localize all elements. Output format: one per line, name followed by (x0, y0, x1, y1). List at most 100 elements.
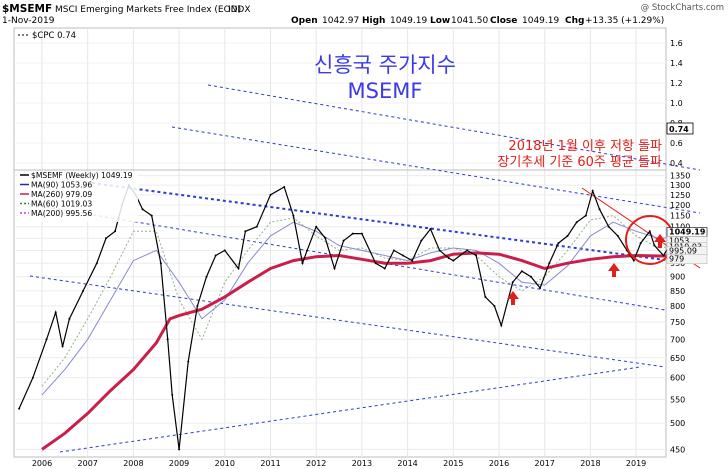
price-point (598, 208, 601, 211)
trend-channel-line (29, 275, 666, 368)
y-tick-label: 550 (670, 395, 685, 404)
price-point (383, 267, 386, 270)
price-value-label: 1049.19 (669, 227, 706, 236)
cpc-tick-label: 1.0 (670, 99, 683, 108)
exchange-label: INDX (228, 5, 250, 15)
gridlines (14, 28, 666, 457)
index-name: MSCI Emerging Markets Free Index (EOD) (55, 5, 241, 15)
high-label: High (362, 16, 385, 26)
legend-box (18, 172, 138, 222)
price-point (244, 230, 247, 233)
annotation-note-2: 장기추세 기준 60주 평균 돌파 (497, 155, 662, 170)
price-point (438, 249, 441, 252)
price-point (511, 281, 514, 284)
cpc-tick-label: 0.4 (670, 159, 683, 168)
y-tick-label: 500 (670, 419, 685, 428)
date-label: 1-Nov-2019 (2, 16, 55, 26)
price-point (351, 232, 354, 235)
y-tick-label: 1300 (670, 181, 690, 190)
price-point (475, 254, 478, 257)
price-point (18, 407, 21, 410)
price-point (292, 214, 295, 217)
price-point (529, 275, 532, 278)
price-point (104, 237, 107, 240)
x-tick-label: 2011 (260, 459, 280, 468)
price-point (333, 267, 336, 270)
price-point (150, 214, 153, 217)
price-point (591, 189, 594, 192)
x-tick-label: 2018 (580, 459, 600, 468)
price-point (360, 232, 363, 235)
price-point (269, 193, 272, 196)
legend-label: MA(200) 995.56 (31, 209, 92, 218)
price-point (159, 262, 162, 265)
price-point (178, 448, 181, 451)
close-value: 1049.19 (522, 16, 559, 26)
price-point (584, 214, 587, 217)
y-tick-label: 700 (670, 335, 685, 344)
x-tick-label: 2007 (78, 459, 98, 468)
price-point (420, 239, 423, 242)
price-point (61, 345, 64, 348)
up-arrow-icon (507, 291, 519, 305)
price-point (255, 225, 258, 228)
cpc-tick-label: 1.6 (670, 39, 683, 48)
price-value-label: 1053 (669, 236, 689, 245)
axes: 2006 2007 2008 2009 2010 2011 2012 2013 2014 2015… (32, 39, 708, 468)
price-point (82, 289, 85, 292)
price-point (520, 270, 523, 273)
price-point (653, 244, 656, 247)
close-label: Close (490, 16, 517, 26)
ma90-line (41, 221, 675, 396)
price-point (68, 317, 71, 320)
x-tick-label: 2014 (397, 459, 417, 468)
price-point (639, 242, 642, 245)
price-point (187, 360, 190, 363)
price-point (223, 249, 226, 252)
trend-channel-line (171, 126, 701, 214)
x-tick-label: 2012 (306, 459, 326, 468)
price-point (315, 225, 318, 228)
trend-channel-line (59, 366, 641, 453)
price-value-label: 995.09 (669, 247, 697, 256)
credit-label: @ StockCharts.com (641, 3, 724, 13)
symbol-label: $MSEMF (2, 3, 52, 15)
price-point (283, 185, 286, 188)
low-value: 1041.50 (451, 16, 488, 26)
price-point (166, 338, 169, 341)
chg-label: Chg (565, 16, 584, 26)
open-value: 1042.97 (322, 16, 359, 26)
legend-label: MA(260) 979.09 (31, 190, 92, 199)
price-point (616, 234, 619, 237)
high-value: 1049.19 (390, 16, 427, 26)
price-point (466, 249, 469, 252)
up-arrow-icon (608, 263, 620, 277)
price-point (484, 295, 487, 298)
y-tick-label: 650 (670, 354, 685, 363)
y-tick-label: 800 (670, 302, 685, 311)
price-point (114, 230, 117, 233)
price-point (662, 254, 665, 257)
price-point (493, 305, 496, 308)
cpc-value-box (666, 122, 694, 135)
x-tick-label: 2008 (123, 459, 143, 468)
price-point (539, 287, 542, 290)
price-point (171, 393, 174, 396)
price-point (31, 376, 34, 379)
price-point (557, 242, 560, 245)
price-point (648, 230, 651, 233)
chg-value: +13.35 (+1.29%) (585, 16, 664, 26)
price-point (237, 267, 240, 270)
x-tick-label: 2016 (489, 459, 509, 468)
y-tick-label: 850 (670, 287, 685, 296)
cpc-tick-label: 1.4 (670, 59, 683, 68)
price-point (575, 221, 578, 224)
price-point (429, 227, 432, 230)
y-tick-label: 1150 (670, 212, 690, 221)
x-tick-label: 2013 (352, 459, 372, 468)
price-point (342, 239, 345, 242)
y-tick-label: 900 (670, 273, 685, 282)
price-point (402, 254, 405, 257)
x-tick-label: 2010 (215, 459, 235, 468)
price-point (411, 259, 414, 262)
